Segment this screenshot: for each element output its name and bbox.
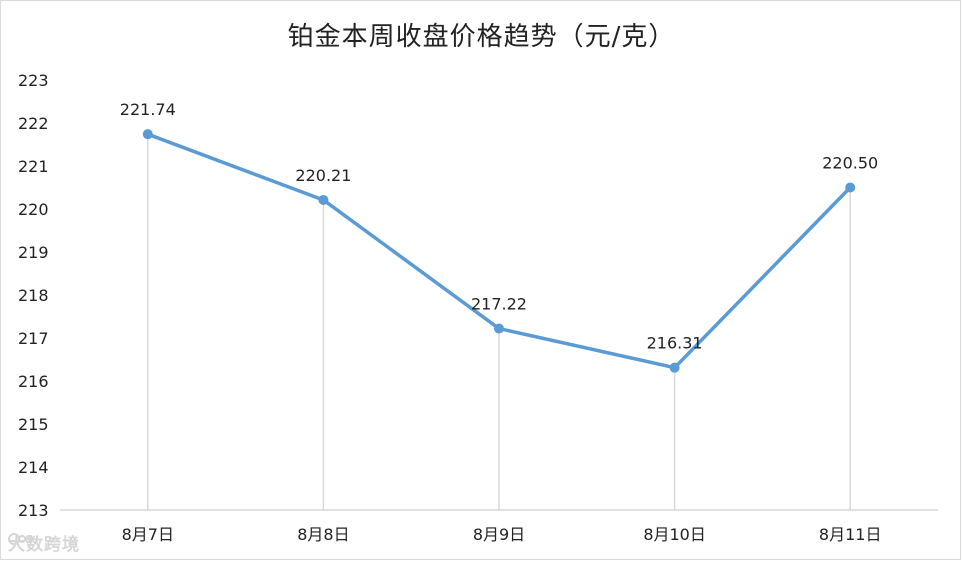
data-point — [318, 194, 329, 205]
x-tick-label: 8月11日 — [819, 525, 882, 544]
y-tick-label: 216 — [18, 372, 49, 391]
x-tick-label: 8月8日 — [297, 525, 349, 544]
x-tick-label: 8月10日 — [643, 525, 706, 544]
data-label: 217.22 — [471, 295, 527, 314]
y-tick-label: 215 — [18, 415, 49, 434]
data-points — [142, 129, 856, 373]
drop-lines — [147, 134, 851, 510]
data-point — [494, 323, 504, 334]
watermark: 大数跨境 — [8, 530, 80, 555]
x-tick-label: 8月7日 — [122, 525, 174, 544]
data-point — [845, 182, 856, 193]
y-axis-ticks: 213 214 215 216 217 218 219 220 221 222 223 — [18, 71, 49, 520]
data-label: 216.31 — [647, 334, 703, 353]
y-tick-label: 220 — [18, 200, 49, 219]
y-tick-label: 221 — [18, 157, 49, 176]
chart-title: 铂金本周收盘价格趋势（元/克） — [287, 22, 676, 52]
y-tick-label: 222 — [18, 114, 49, 133]
y-tick-label: 219 — [18, 243, 49, 262]
data-point — [669, 362, 680, 373]
y-tick-label: 223 — [18, 71, 49, 90]
data-point — [142, 129, 153, 140]
data-label: 220.50 — [822, 154, 878, 173]
x-tick-label: 8月9日 — [473, 525, 525, 544]
y-tick-label: 217 — [18, 329, 49, 348]
y-tick-label: 213 — [18, 501, 49, 520]
data-label: 221.74 — [120, 100, 176, 119]
brand-logo-icon — [8, 533, 33, 545]
x-axis-ticks: 8月7日 8月8日 8月9日 8月10日 8月11日 — [122, 525, 882, 544]
y-tick-label: 214 — [18, 458, 49, 477]
y-tick-label: 218 — [18, 286, 49, 305]
data-label: 220.21 — [295, 166, 351, 185]
data-labels: 221.74 220.21 217.22 216.31 220.50 — [120, 100, 878, 352]
